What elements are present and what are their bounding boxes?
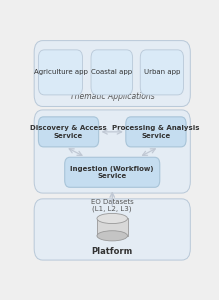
Text: Ingestion (Workflow)
Service: Ingestion (Workflow) Service (71, 166, 154, 179)
Text: Agriculture app: Agriculture app (34, 69, 87, 75)
FancyBboxPatch shape (38, 50, 83, 95)
FancyBboxPatch shape (34, 110, 190, 193)
Text: Thematic Applications: Thematic Applications (70, 92, 155, 101)
FancyBboxPatch shape (126, 117, 186, 147)
Text: Coastal app: Coastal app (91, 69, 132, 75)
Bar (97, 218, 127, 236)
Text: Discovery & Access
Service: Discovery & Access Service (30, 125, 107, 139)
Text: Urban app: Urban app (144, 69, 180, 75)
Ellipse shape (97, 213, 127, 224)
FancyBboxPatch shape (140, 50, 184, 95)
Text: Platform: Platform (92, 247, 133, 256)
FancyBboxPatch shape (91, 50, 132, 95)
Text: EO Datasets
(L1, L2, L3): EO Datasets (L1, L2, L3) (91, 199, 134, 212)
FancyBboxPatch shape (65, 157, 160, 187)
FancyBboxPatch shape (34, 40, 190, 106)
FancyBboxPatch shape (34, 199, 190, 260)
FancyBboxPatch shape (38, 117, 99, 147)
Ellipse shape (97, 231, 127, 241)
Text: Processing & Analysis
Service: Processing & Analysis Service (112, 125, 200, 139)
